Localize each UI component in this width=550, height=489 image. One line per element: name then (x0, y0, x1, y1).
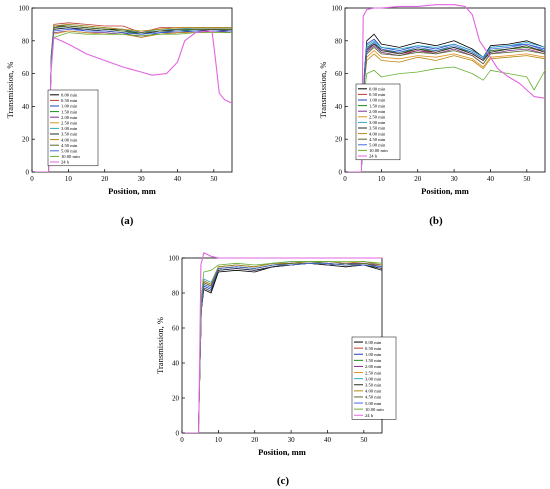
y-tick-label: 60 (172, 325, 180, 333)
y-tick-label: 100 (332, 5, 343, 13)
y-tick-label: 20 (22, 136, 30, 144)
legend-label: 1.00 min (61, 104, 78, 109)
y-tick-label: 100 (169, 255, 180, 263)
legend-label: 4.00 min (61, 137, 78, 142)
x-axis-title-b: Position, mm (421, 186, 469, 196)
x-tick-label: 30 (138, 175, 146, 183)
legend-label: 24 h (61, 160, 70, 165)
legend-label: 10.00 min (369, 148, 388, 153)
legend-label: 2.50 min (369, 115, 386, 120)
y-tick-label: 20 (335, 136, 343, 144)
series-line (182, 261, 382, 433)
legend-label: 2.50 min (61, 121, 78, 126)
y-tick-label: 100 (19, 5, 30, 13)
x-tick-label: 30 (451, 175, 459, 183)
legend-label: 4.50 min (61, 143, 78, 148)
legend-label: 1.00 min (369, 98, 386, 103)
legend-label: 2.00 min (61, 115, 78, 120)
legend-label: 24 h (369, 154, 378, 159)
legend-label: 5.00 min (369, 143, 386, 148)
y-tick-label: 80 (172, 290, 180, 298)
x-tick-label: 20 (251, 436, 259, 444)
plot-frame-b (344, 7, 546, 173)
series-line (32, 30, 232, 172)
x-axis-title-a: Position, mm (108, 186, 156, 196)
x-tick-label: 40 (174, 175, 182, 183)
y-tick-label: 0 (26, 169, 30, 177)
series-line (182, 262, 382, 433)
chart-panel-c: (c) 0 10 20 30 40 50 0 20 40 60 80 100 Position, mm T… (155, 252, 397, 487)
y-axis-title-a: Transmission, % (5, 62, 15, 119)
series-line (32, 28, 232, 172)
x-tick-label: 20 (414, 175, 422, 183)
legend-label: 0.00 min (365, 340, 382, 345)
legend-label: 1.00 min (365, 352, 382, 357)
x-tick-label: 10 (215, 436, 223, 444)
legend-label: 10.00 min (365, 407, 384, 412)
x-tick-label: 0 (180, 436, 184, 444)
y-axis-title-b: Transmission, % (318, 62, 328, 119)
legend-label: 24 h (365, 413, 374, 418)
y-tick-label: 80 (335, 37, 343, 45)
x-tick-label: 50 (523, 175, 531, 183)
y-tick-label: 60 (335, 70, 343, 78)
plot-frame-a (31, 7, 233, 173)
x-tick-label: 50 (210, 175, 218, 183)
legend-label: 0.00 min (61, 93, 78, 98)
legend-label: 10.00 min (61, 154, 80, 159)
legend-label: 3.00 min (365, 376, 382, 381)
series-line (345, 53, 545, 172)
x-tick-label: 0 (343, 175, 347, 183)
legend-label: 3.00 min (369, 120, 386, 125)
legend-label: 0.50 min (61, 98, 78, 103)
legend-label: 0.50 min (369, 92, 386, 97)
legend-label: 3.50 min (365, 382, 382, 387)
x-axis-title-c: Position, mm (258, 447, 306, 457)
legend-label: 3.50 min (369, 126, 386, 131)
x-tick-label: 30 (288, 436, 296, 444)
y-tick-label: 20 (172, 395, 180, 403)
y-tick-label: 40 (172, 360, 180, 368)
legend-label: 2.00 min (365, 364, 382, 369)
x-tick-label: 0 (30, 175, 34, 183)
x-tick-label: 50 (360, 436, 368, 444)
panel-label-c: (c) (277, 475, 290, 487)
legend-label: 1.50 min (369, 103, 386, 108)
y-tick-label: 0 (176, 430, 180, 438)
legend-label: 5.00 min (61, 149, 78, 154)
series-line (345, 66, 545, 172)
legend-label: 3.00 min (61, 126, 78, 131)
x-tick-label: 20 (101, 175, 109, 183)
y-tick-label: 0 (339, 169, 343, 177)
panel-label-a: (a) (121, 215, 134, 227)
series-line (345, 4, 545, 172)
x-tick-label: 10 (65, 175, 73, 183)
legend-label: 2.50 min (365, 370, 382, 375)
legend-label: 3.50 min (61, 132, 78, 137)
series-line (345, 42, 545, 172)
x-tick-label: 40 (324, 436, 332, 444)
legend-label: 0.00 min (369, 87, 386, 92)
x-tick-label: 40 (487, 175, 495, 183)
panel-label-b: (b) (429, 215, 443, 227)
legend-label: 4.50 min (365, 395, 382, 400)
legend-label: 5.00 min (365, 401, 382, 406)
legend-label: 4.00 min (365, 389, 382, 394)
series-line (182, 252, 382, 433)
legend-label: 1.50 min (365, 358, 382, 363)
legend-label: 0.50 min (365, 346, 382, 351)
y-tick-label: 40 (335, 103, 343, 111)
y-axis-title-c: Transmission, % (155, 317, 165, 374)
legend-label: 4.00 min (369, 131, 386, 136)
y-tick-label: 80 (22, 37, 30, 45)
y-tick-label: 60 (22, 70, 30, 78)
legend-label: 2.00 min (369, 109, 386, 114)
chart-panel-b: (b) 0 10 20 30 40 50 0 20 40 60 80 100 Position, mm T… (318, 4, 546, 227)
chart-panel-a: (a) 0 10 20 30 40 50 0 20 40 60 80 100 Position, mm T… (5, 5, 233, 227)
y-tick-label: 40 (22, 103, 30, 111)
legend-label: 1.50 min (61, 109, 78, 114)
legend-label: 4.50 min (369, 137, 386, 142)
x-tick-label: 10 (378, 175, 386, 183)
